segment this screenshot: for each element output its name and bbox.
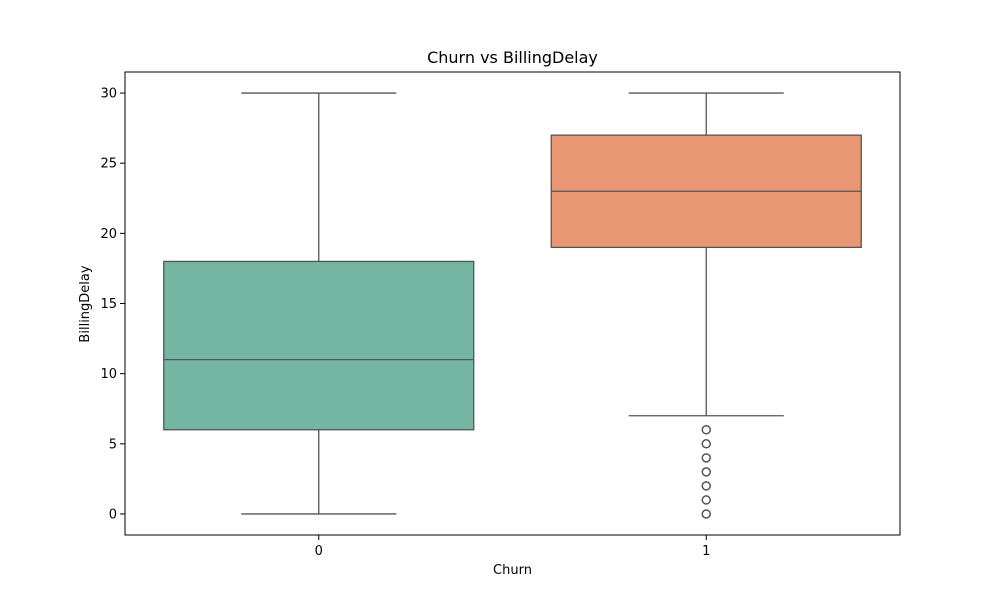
outlier-point xyxy=(701,425,711,435)
plot-area-frame xyxy=(124,71,901,536)
x-tick-label: 1 xyxy=(702,544,710,559)
y-tick-label: 30 xyxy=(100,87,117,102)
outlier-point xyxy=(701,495,711,505)
y-axis-label: BillingDelay xyxy=(78,265,93,342)
x-tick-label: 0 xyxy=(315,544,323,559)
box-group-1 xyxy=(550,92,862,519)
y-tick-label: 15 xyxy=(100,297,117,312)
y-tick-label: 20 xyxy=(100,227,117,242)
y-tick-label: 5 xyxy=(109,437,117,452)
outlier-point xyxy=(701,481,711,491)
y-tick-label: 25 xyxy=(100,157,117,172)
outlier-point xyxy=(701,439,711,449)
axis-ticks: 0 5 10 15 20 25 30 0 1 xyxy=(100,87,710,559)
outlier-point xyxy=(701,467,711,477)
y-tick-label: 0 xyxy=(109,507,117,522)
box-series xyxy=(163,92,862,519)
x-axis-label: Churn xyxy=(493,563,532,578)
outlier-point xyxy=(701,453,711,463)
box-iqr xyxy=(163,260,475,431)
chart-title: Churn vs BillingDelay xyxy=(427,48,598,67)
y-tick-label: 10 xyxy=(100,367,117,382)
outlier-point xyxy=(701,509,711,519)
box-group-0 xyxy=(163,92,475,515)
